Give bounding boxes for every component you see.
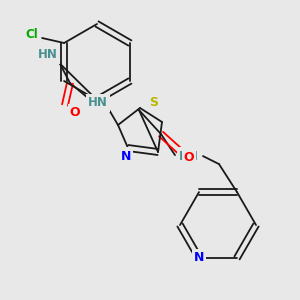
- Text: HN: HN: [38, 49, 58, 62]
- Text: N: N: [121, 149, 131, 163]
- Text: N: N: [194, 251, 204, 264]
- Text: O: O: [184, 151, 194, 164]
- Text: HN: HN: [88, 97, 108, 110]
- Text: S: S: [149, 95, 158, 109]
- Text: HN: HN: [179, 150, 199, 163]
- Text: O: O: [70, 106, 80, 119]
- Text: Cl: Cl: [26, 28, 38, 41]
